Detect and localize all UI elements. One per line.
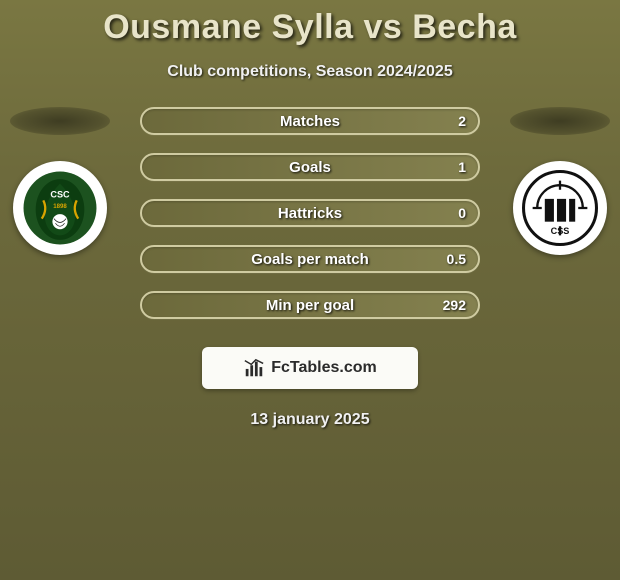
stat-value-right: 0 (458, 201, 466, 225)
csc-badge-icon: CSC 1898 (22, 170, 98, 246)
subtitle: Club competitions, Season 2024/2025 (0, 63, 620, 81)
svg-text:1898: 1898 (53, 203, 67, 210)
player-left-club-badge: CSC 1898 (13, 161, 107, 255)
stat-row-min-per-goal: Min per goal 292 (140, 291, 480, 319)
stat-label: Matches (142, 109, 478, 133)
stats-bars: Matches 2 Goals 1 Hattricks 0 Goals per … (140, 107, 480, 319)
player-right-column: CSS (510, 107, 610, 255)
player-left-silhouette (10, 107, 110, 135)
comparison-panel: CSC 1898 CSS Matches 2 Goals 1 (0, 107, 620, 429)
stat-value-right: 0.5 (447, 247, 466, 271)
stat-label: Hattricks (142, 201, 478, 225)
stat-label: Min per goal (142, 293, 478, 317)
player-right-silhouette (510, 107, 610, 135)
svg-text:CSC: CSC (50, 189, 70, 199)
stat-value-right: 2 (458, 109, 466, 133)
attribution-link[interactable]: FcTables.com (202, 347, 418, 389)
css-badge-icon: CSS (522, 170, 598, 246)
stat-row-goals: Goals 1 (140, 153, 480, 181)
page-title: Ousmane Sylla vs Becha (0, 0, 620, 47)
stat-value-right: 292 (443, 293, 466, 317)
stat-value-right: 1 (458, 155, 466, 179)
date-label: 13 january 2025 (0, 411, 620, 429)
stat-label: Goals per match (142, 247, 478, 271)
stat-label: Goals (142, 155, 478, 179)
bar-chart-icon (243, 357, 265, 379)
player-left-column: CSC 1898 (10, 107, 110, 255)
stat-row-matches: Matches 2 (140, 107, 480, 135)
player-right-club-badge: CSS (513, 161, 607, 255)
stat-row-hattricks: Hattricks 0 (140, 199, 480, 227)
svg-text:CSS: CSS (551, 226, 570, 236)
stat-row-goals-per-match: Goals per match 0.5 (140, 245, 480, 273)
attribution-label: FcTables.com (271, 359, 377, 377)
